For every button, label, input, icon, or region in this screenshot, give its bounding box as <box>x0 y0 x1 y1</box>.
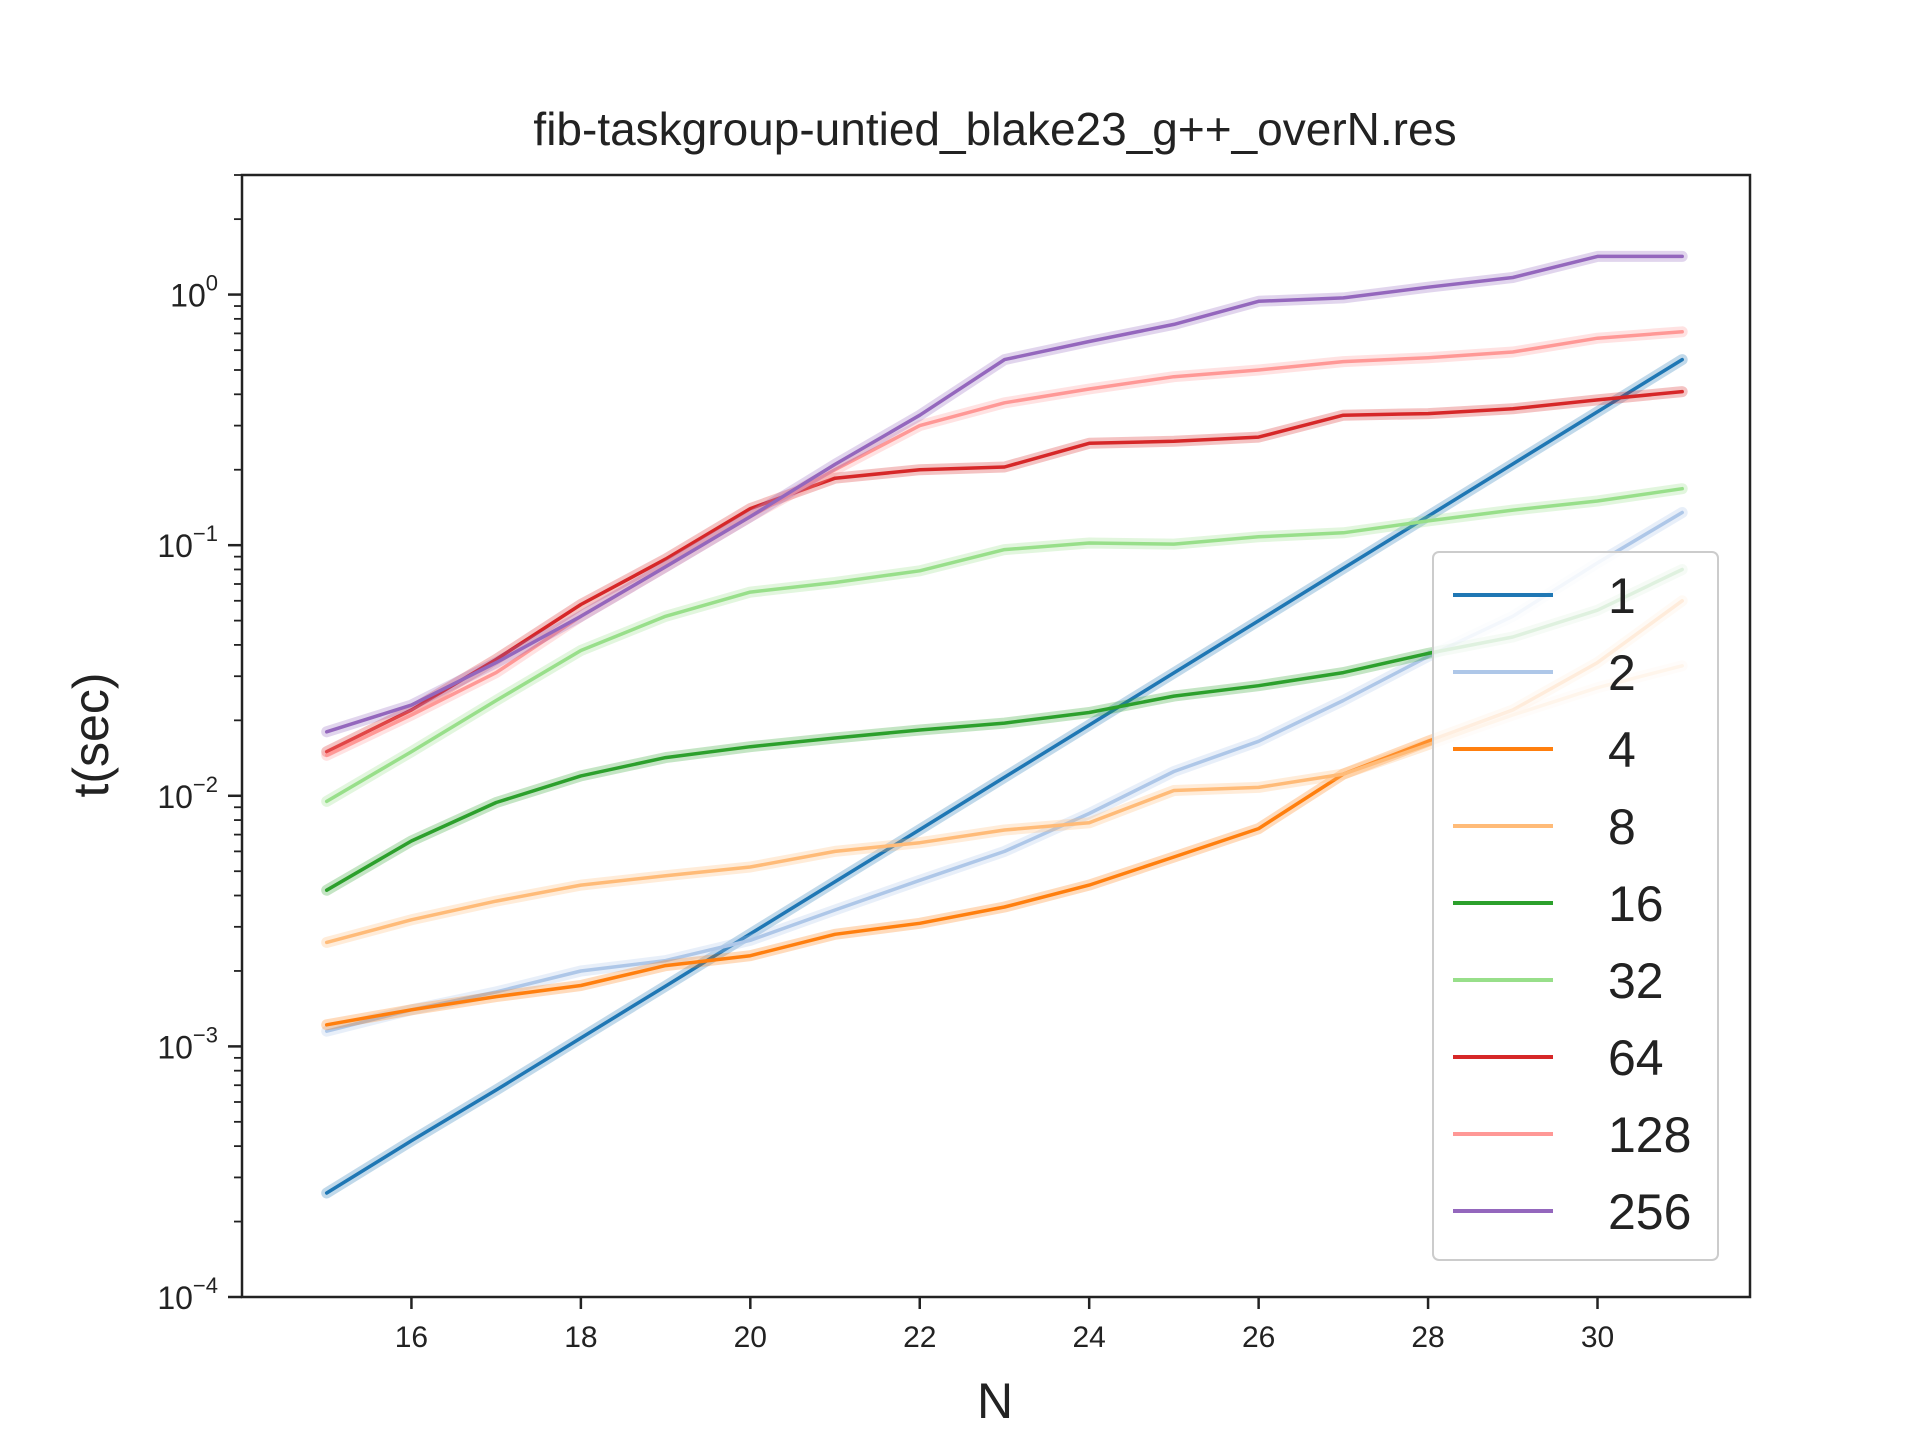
chart-title: fib-taskgroup-untied_blake23_g++_overN.r… <box>533 103 1456 155</box>
y-axis-label: t(sec) <box>63 673 119 798</box>
x-tick-label-30: 30 <box>1581 1321 1614 1354</box>
series-line-32 <box>324 486 1684 804</box>
legend-label-128: 128 <box>1608 1107 1691 1163</box>
legend-label-4: 4 <box>1608 722 1636 778</box>
legend-box <box>1432 551 1719 1261</box>
legend-label-256: 256 <box>1608 1184 1691 1240</box>
legend: 1 2 4 8 16 32 64 128 256 <box>1432 551 1719 1261</box>
x-tick-label-22: 22 <box>903 1321 936 1354</box>
y-tick-label-0: 100 <box>170 271 218 314</box>
x-tick-label-28: 28 <box>1411 1321 1444 1354</box>
legend-label-32: 32 <box>1608 953 1664 1009</box>
series-line-1 <box>324 357 1684 1195</box>
y-tick-label-−2: 10−2 <box>157 772 218 815</box>
x-axis-label: N <box>977 1373 1013 1429</box>
axes-frame <box>240 173 1752 1299</box>
x-tick-label-26: 26 <box>1242 1321 1275 1354</box>
x-tick-label-16: 16 <box>395 1321 428 1354</box>
series-line-128 <box>324 330 1684 758</box>
y-tick-label-−3: 10−3 <box>157 1022 218 1065</box>
legend-label-1: 1 <box>1608 568 1636 624</box>
series-line-256 <box>324 254 1684 734</box>
series-line-64 <box>324 389 1684 754</box>
x-tick-label-18: 18 <box>564 1321 597 1354</box>
x-tick-label-24: 24 <box>1073 1321 1106 1354</box>
legend-label-16: 16 <box>1608 876 1664 932</box>
legend-label-2: 2 <box>1608 645 1636 701</box>
y-tick-label-−1: 10−1 <box>157 521 218 564</box>
legend-label-64: 64 <box>1608 1030 1664 1086</box>
y-tick-label-−4: 10−4 <box>157 1273 218 1316</box>
x-tick-label-20: 20 <box>734 1321 767 1354</box>
legend-label-8: 8 <box>1608 799 1636 855</box>
